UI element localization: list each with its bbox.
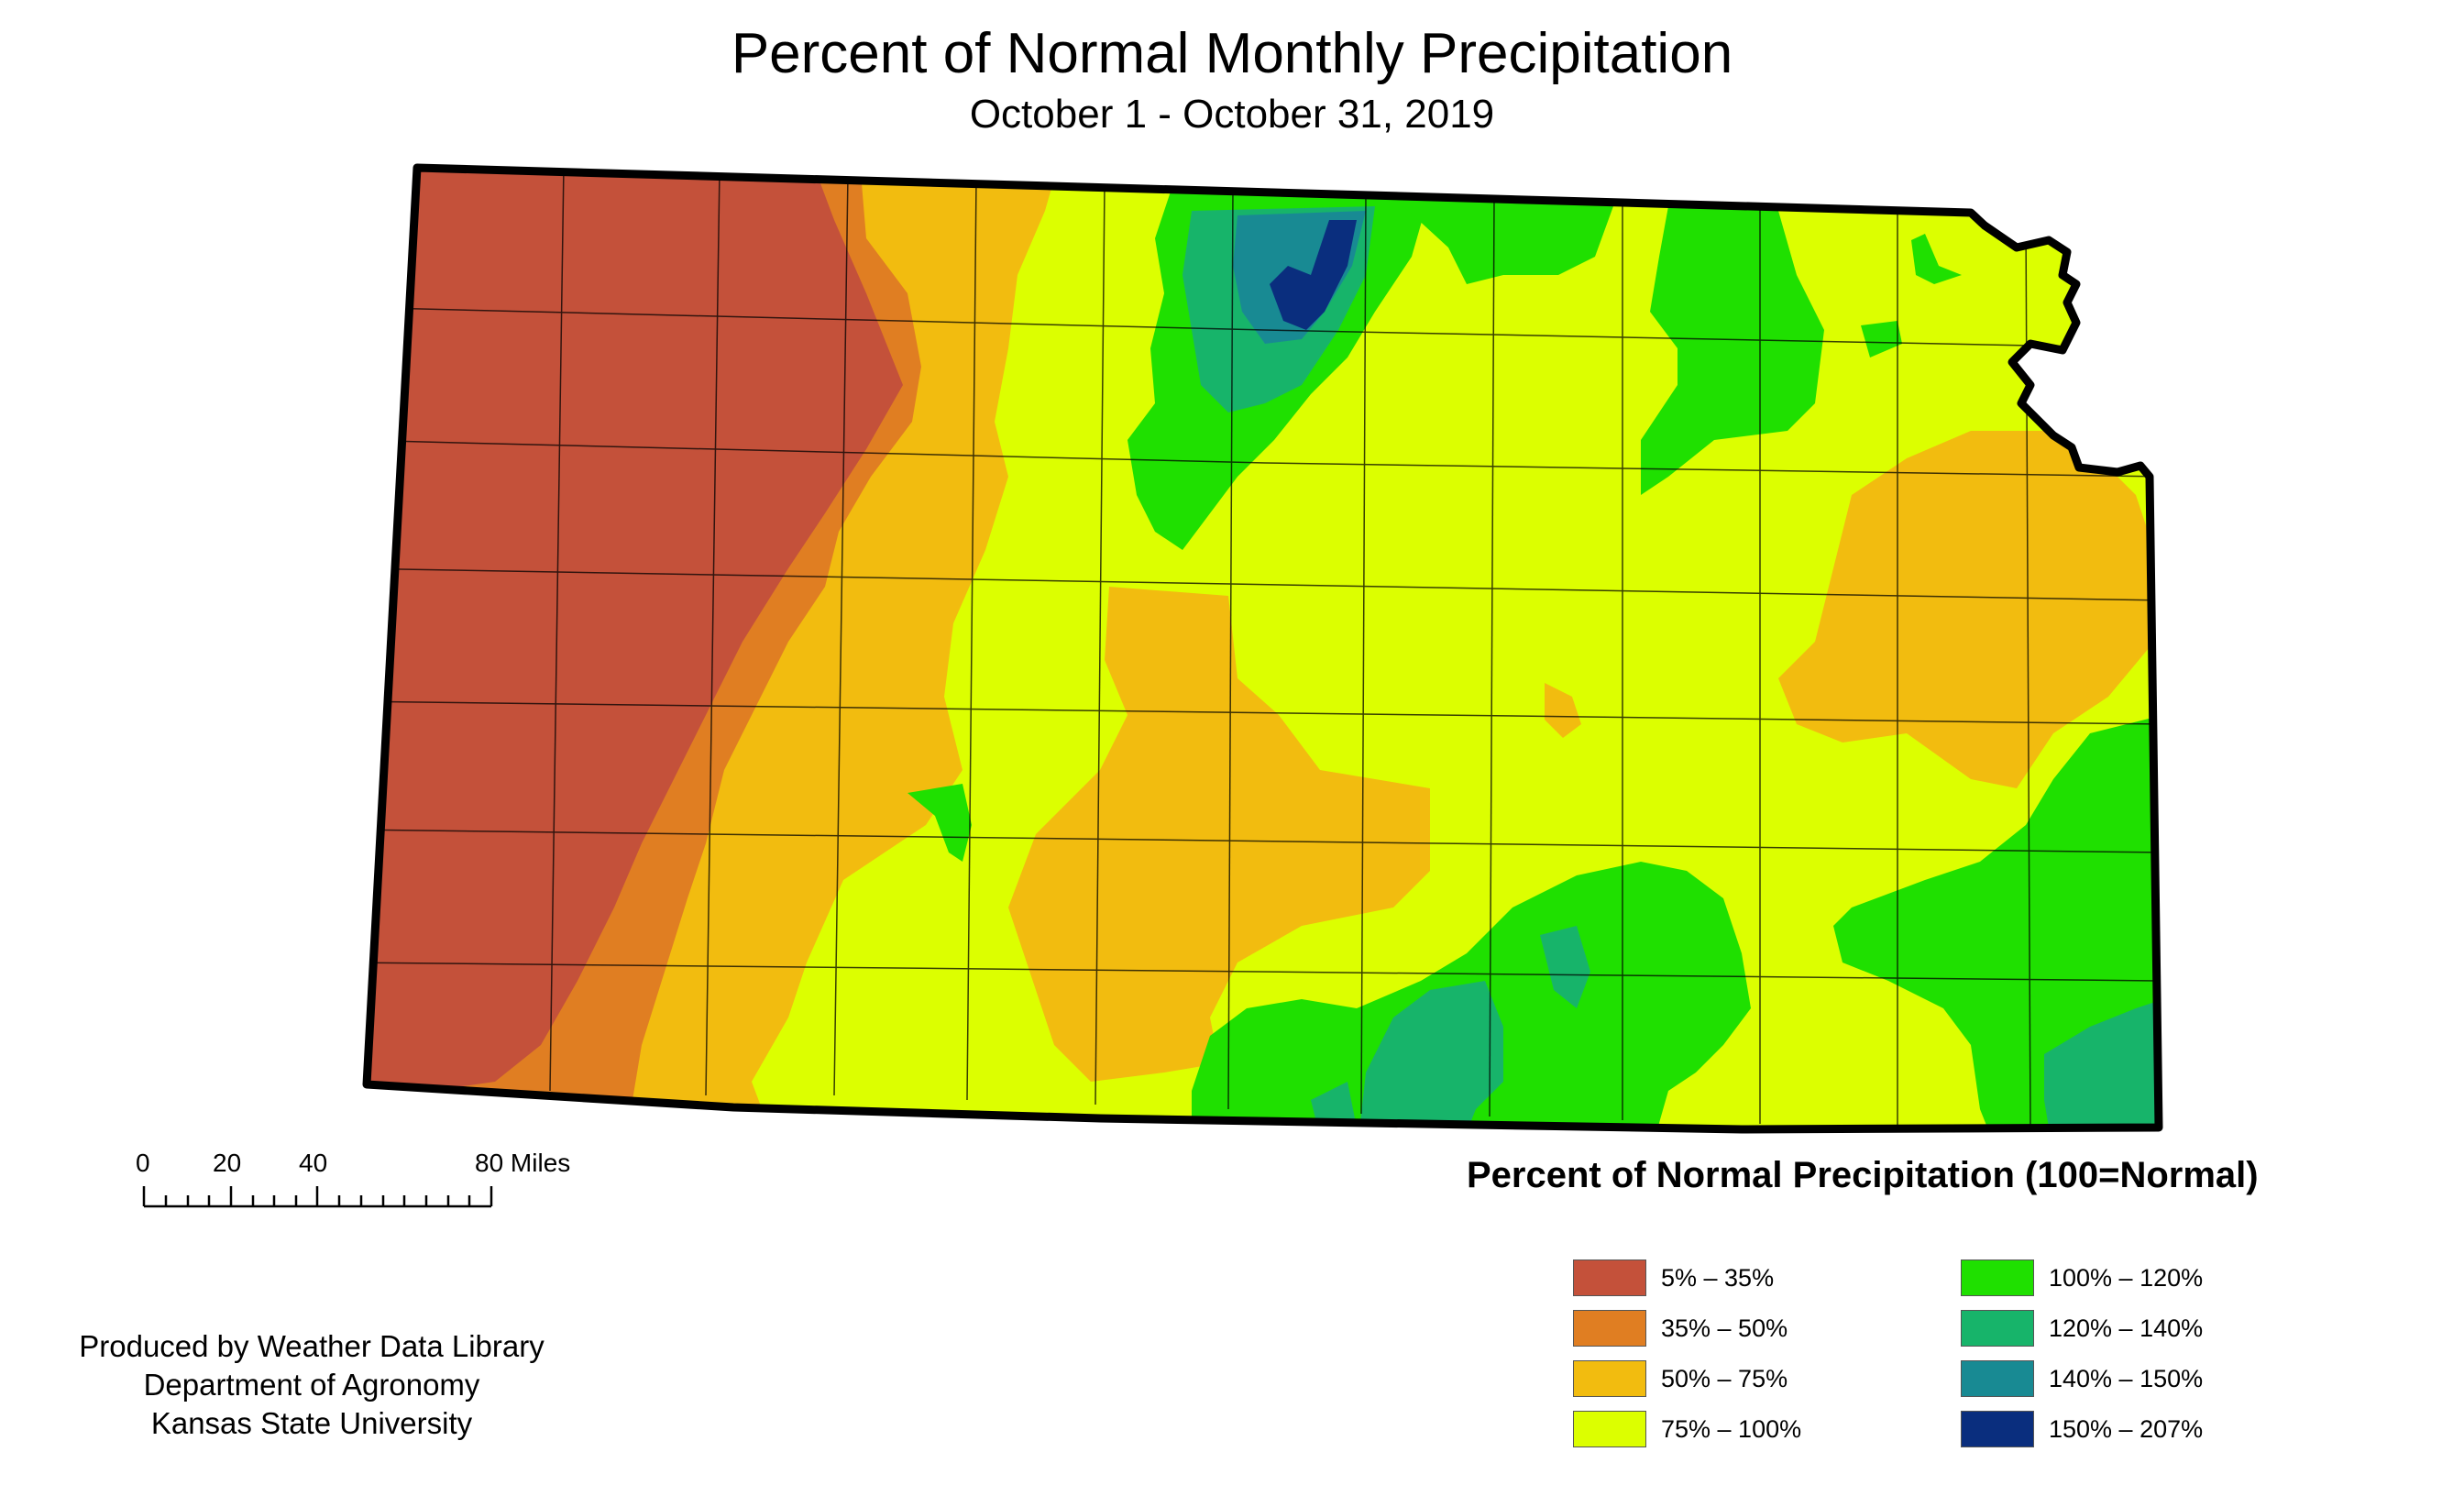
- scale-label-0: 0: [136, 1149, 150, 1177]
- legend-swatch: [1961, 1360, 2034, 1397]
- zone-5-35: [367, 168, 903, 1129]
- credits: Produced by Weather Data Library Departm…: [37, 1327, 587, 1443]
- zone-100-120-north-2: [1393, 197, 1613, 284]
- zone-50-75-central: [1008, 587, 1430, 1082]
- legend-swatch: [1961, 1310, 2034, 1347]
- scale-label-20: 20: [213, 1149, 242, 1177]
- map-subtitle: October 1 - October 31, 2019: [969, 92, 1495, 137]
- legend-swatch: [1573, 1360, 1646, 1397]
- zone-100-120-ne-spot: [1861, 321, 1902, 358]
- county-boundaries: [367, 168, 2159, 1128]
- zone-120-140-south: [1357, 981, 1503, 1129]
- legend-label: 35% – 50%: [1661, 1314, 1788, 1342]
- zone-120-140-southeast: [2044, 999, 2159, 1129]
- legend-swatch: [1573, 1310, 1646, 1347]
- scale-label-40: 40: [299, 1149, 328, 1177]
- zone-50-75-east: [1778, 431, 2154, 788]
- legend-swatch: [1573, 1260, 1646, 1296]
- zone-50-75-spot: [1545, 683, 1581, 738]
- zone-150-207-north: [1270, 220, 1357, 330]
- legend-swatch: [1573, 1411, 1646, 1447]
- legend-label: 120% – 140%: [2049, 1314, 2204, 1342]
- zone-100-120-ne-spot-2: [1911, 234, 1962, 284]
- legend-title: Percent of Normal Precipitation (100=Nor…: [1467, 1155, 2259, 1195]
- zone-120-140-south-spot: [1540, 926, 1590, 1008]
- legend-label: 150% – 207%: [2049, 1415, 2204, 1443]
- kansas-state-outline: [362, 163, 2163, 1134]
- legend-label: 140% – 150%: [2049, 1365, 2204, 1392]
- credit-line-producer: Produced by Weather Data Library: [79, 1329, 544, 1363]
- zone-100-120-spot-west: [908, 784, 972, 862]
- legend-label: 100% – 120%: [2049, 1264, 2204, 1292]
- precipitation-zones: [367, 168, 2159, 1129]
- credit-line-department: Department of Agronomy: [143, 1368, 480, 1402]
- map-title: Percent of Normal Monthly Precipitation: [731, 22, 1733, 85]
- credit-line-university: Kansas State University: [150, 1406, 473, 1440]
- scale-bar-ticks: [142, 1186, 493, 1208]
- zone-100-120-northeast: [1641, 206, 1824, 495]
- scale-label-80-miles: 80 Miles: [475, 1149, 571, 1177]
- legend-swatch: [1961, 1411, 2034, 1447]
- legend-label: 75% – 100%: [1661, 1415, 1802, 1443]
- legend-label: 50% – 75%: [1661, 1365, 1788, 1392]
- legend-label: 5% – 35%: [1661, 1264, 1775, 1292]
- legend-swatch: [1961, 1260, 2034, 1296]
